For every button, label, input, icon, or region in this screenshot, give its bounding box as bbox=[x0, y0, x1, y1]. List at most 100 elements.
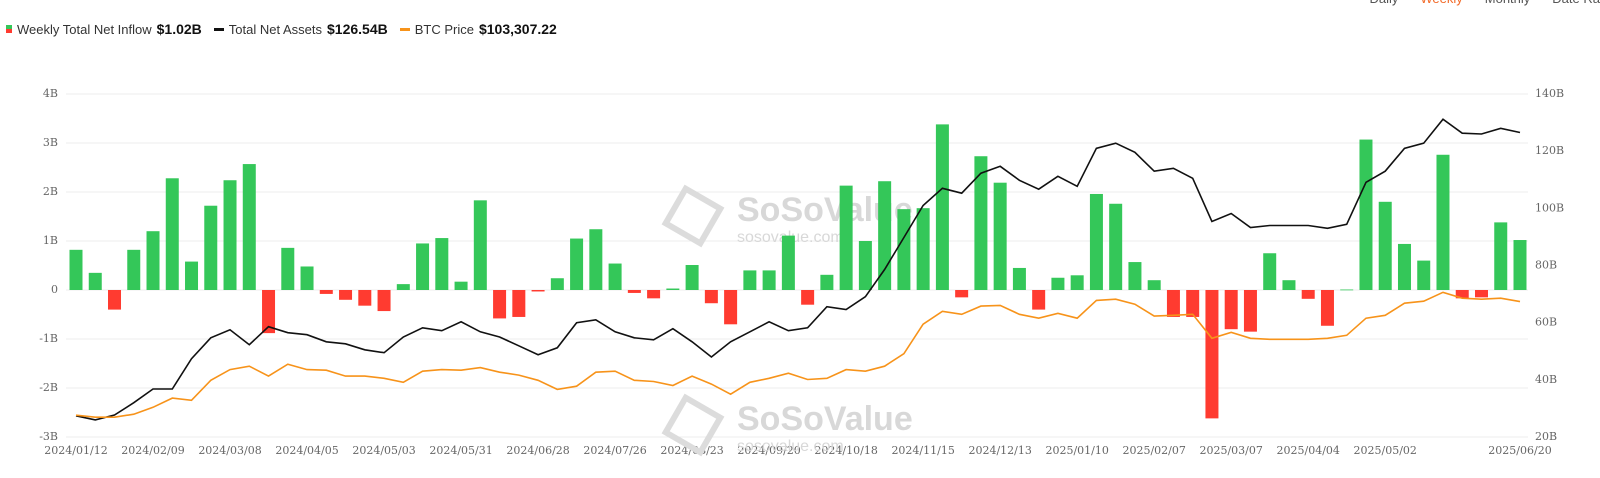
legend-item: Weekly Total Net Inflow $1.02B bbox=[6, 21, 202, 37]
bar bbox=[1378, 201, 1392, 290]
bar bbox=[1051, 277, 1065, 290]
bar bbox=[1089, 193, 1103, 290]
y-tick-label: 2B bbox=[43, 185, 58, 198]
bar bbox=[69, 249, 83, 290]
bar bbox=[493, 290, 507, 319]
bar bbox=[1128, 262, 1142, 290]
y2-tick-label: 100B bbox=[1535, 201, 1564, 214]
legend-icon bbox=[399, 27, 410, 31]
x-tick-label: 2024/01/12 bbox=[44, 444, 107, 457]
y-tick-label: -1B bbox=[39, 332, 58, 345]
bar bbox=[1513, 240, 1527, 290]
bar bbox=[1359, 139, 1373, 290]
x-tick-label: 2024/04/05 bbox=[275, 444, 338, 457]
x-tick-label: 2025/02/07 bbox=[1122, 444, 1185, 457]
bar bbox=[1282, 280, 1296, 290]
bar bbox=[589, 229, 603, 290]
bar bbox=[897, 209, 911, 290]
y-tick-label: 0 bbox=[51, 283, 58, 296]
bar bbox=[1397, 243, 1411, 290]
bar bbox=[550, 278, 564, 290]
bar bbox=[454, 281, 468, 290]
y2-tick-label: 140B bbox=[1535, 87, 1564, 100]
bar bbox=[724, 290, 738, 325]
x-tick-label: 2024/10/18 bbox=[814, 444, 877, 457]
bar bbox=[1147, 280, 1161, 290]
bar bbox=[1320, 290, 1334, 326]
bar bbox=[223, 180, 237, 290]
bar bbox=[647, 290, 661, 299]
legend-value: $126.54B bbox=[327, 21, 388, 37]
bar bbox=[1340, 289, 1354, 291]
bar bbox=[1455, 290, 1469, 299]
bar bbox=[685, 265, 699, 290]
legend-item: Total Net Assets $126.54B bbox=[213, 21, 388, 37]
bar bbox=[858, 241, 872, 290]
period-option[interactable]: Monthly bbox=[1485, 0, 1531, 6]
bar bbox=[570, 238, 584, 290]
bar bbox=[1166, 290, 1180, 317]
y2-tick-label: 80B bbox=[1535, 259, 1557, 272]
bar bbox=[358, 290, 372, 306]
x-tick-label: 2025/03/07 bbox=[1199, 444, 1262, 457]
bar bbox=[608, 263, 622, 290]
bar bbox=[1070, 275, 1084, 290]
bar bbox=[127, 249, 141, 290]
legend-icon bbox=[213, 27, 224, 31]
bar bbox=[377, 290, 391, 312]
bar bbox=[820, 274, 834, 290]
bar bbox=[319, 290, 333, 294]
bar bbox=[1109, 203, 1123, 290]
bar bbox=[743, 270, 757, 290]
y2-tick-label: 40B bbox=[1535, 373, 1557, 386]
x-tick-label: 2025/06/20 bbox=[1488, 444, 1551, 457]
bar bbox=[878, 181, 892, 290]
watermark-logo bbox=[661, 393, 725, 457]
y-tick-label: -2B bbox=[39, 381, 58, 394]
bar bbox=[146, 231, 160, 290]
bar bbox=[916, 208, 930, 290]
bar bbox=[1032, 290, 1046, 310]
bar bbox=[512, 290, 526, 317]
bar bbox=[185, 261, 199, 290]
bar bbox=[1263, 253, 1277, 290]
bar bbox=[1243, 290, 1257, 332]
x-tick-label: 2025/04/04 bbox=[1277, 444, 1340, 457]
x-tick-label: 2024/09/20 bbox=[737, 444, 800, 457]
x-tick-label: 2024/11/15 bbox=[891, 444, 954, 457]
bar bbox=[1224, 290, 1238, 330]
legend-label: BTC Price bbox=[414, 21, 474, 37]
bar bbox=[781, 235, 795, 290]
x-tick-label: 2024/02/09 bbox=[121, 444, 184, 457]
bar bbox=[1012, 267, 1026, 290]
bar bbox=[955, 290, 969, 298]
bar bbox=[1205, 290, 1219, 419]
bar bbox=[242, 164, 256, 290]
legend-icon bbox=[6, 25, 12, 33]
bar bbox=[339, 290, 353, 300]
period-option[interactable]: Date Ra bbox=[1552, 0, 1600, 6]
bar bbox=[1474, 290, 1488, 298]
x-tick-label: 2024/05/03 bbox=[352, 444, 415, 457]
bar bbox=[993, 182, 1007, 290]
y-tick-label: -3B bbox=[39, 430, 58, 443]
legend-item: BTC Price $103,307.22 bbox=[399, 21, 557, 37]
bar bbox=[531, 290, 545, 292]
legend-label: Total Net Assets bbox=[228, 21, 323, 37]
period-option[interactable]: Daily bbox=[1369, 0, 1398, 6]
y2-tick-label: 120B bbox=[1535, 144, 1564, 157]
bar bbox=[974, 156, 988, 290]
bar bbox=[88, 272, 102, 290]
y2-tick-label: 20B bbox=[1535, 430, 1557, 443]
bar bbox=[704, 290, 718, 304]
x-tick-label: 2024/06/28 bbox=[506, 444, 569, 457]
bar bbox=[165, 178, 179, 290]
bar bbox=[1301, 290, 1315, 299]
bar bbox=[1436, 154, 1450, 290]
watermark-site: sosovalue.com bbox=[737, 438, 844, 455]
x-tick-label: 2025/01/10 bbox=[1045, 444, 1108, 457]
x-tick-label: 2025/05/02 bbox=[1354, 444, 1417, 457]
period-option[interactable]: Weekly bbox=[1420, 0, 1462, 6]
bar bbox=[839, 185, 853, 290]
